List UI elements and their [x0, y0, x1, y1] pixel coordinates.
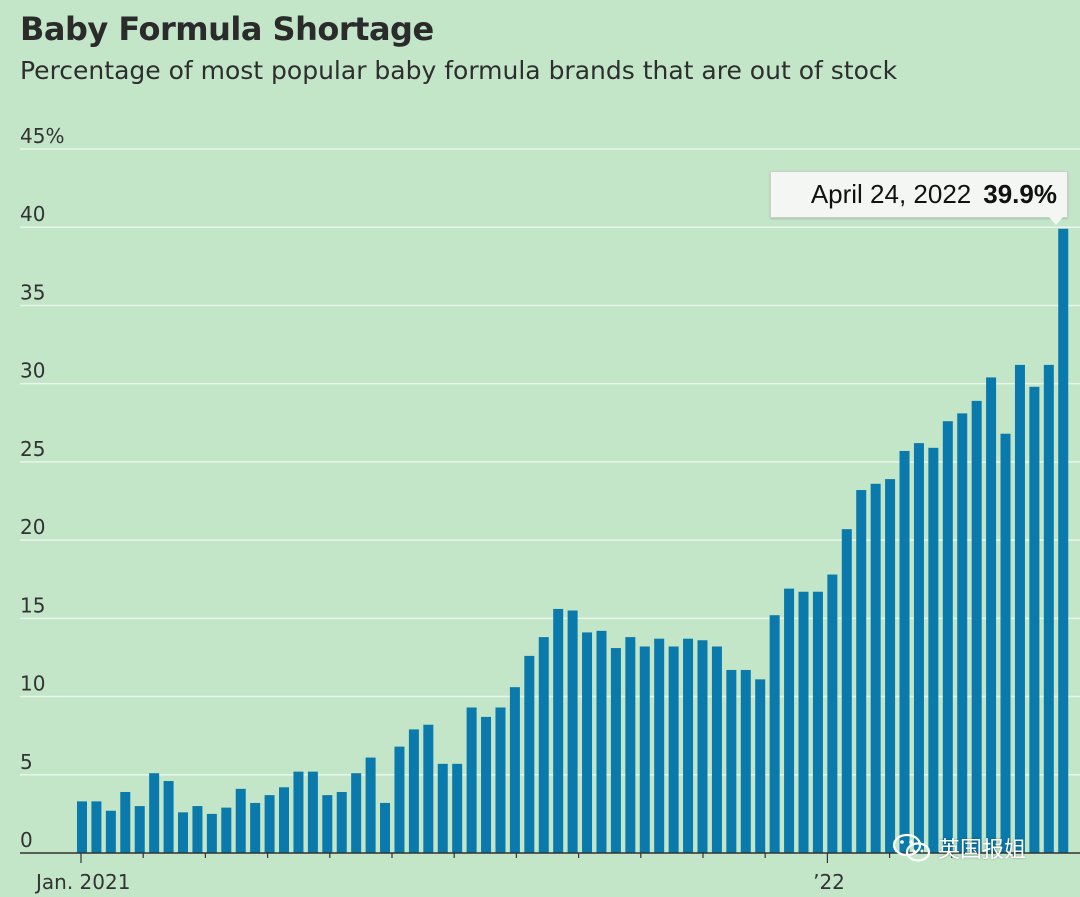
bar	[423, 724, 434, 853]
bar	[913, 443, 924, 853]
bar	[798, 591, 809, 853]
bar	[149, 773, 160, 853]
bar	[582, 632, 593, 853]
y-tick-label: 0	[20, 828, 33, 852]
y-tick-label: 35	[20, 280, 45, 304]
bar	[668, 646, 679, 853]
bar	[654, 638, 665, 853]
bar	[163, 781, 174, 853]
bar	[192, 806, 203, 853]
bar	[971, 400, 982, 853]
bar	[105, 810, 116, 853]
x-tick-label: Jan. 2021	[34, 870, 130, 894]
bar	[206, 813, 217, 853]
bar	[841, 529, 852, 853]
bar	[264, 795, 275, 853]
bar	[596, 630, 607, 853]
bar	[437, 763, 448, 853]
bar	[495, 707, 506, 853]
y-tick-label: 20	[20, 515, 45, 539]
bar	[481, 716, 492, 853]
bar	[1029, 386, 1040, 853]
bar	[639, 646, 650, 853]
bar	[221, 807, 232, 853]
bar	[365, 757, 376, 853]
bar	[812, 591, 823, 853]
watermark: 英国报姐	[892, 832, 1026, 864]
bar	[827, 574, 838, 853]
bar	[1000, 433, 1011, 853]
bar	[322, 795, 333, 853]
bar	[293, 771, 304, 853]
bar	[178, 812, 189, 853]
bar	[394, 746, 405, 853]
y-tick-label: 30	[20, 359, 45, 383]
bar	[899, 450, 910, 853]
bar	[755, 679, 766, 853]
chart-subtitle: Percentage of most popular baby formula …	[20, 56, 898, 85]
bar	[524, 655, 535, 853]
bar	[408, 729, 419, 853]
bar	[986, 377, 997, 853]
annotation-value: 39.9%	[983, 179, 1057, 209]
bar	[567, 610, 578, 853]
bar	[769, 615, 780, 853]
bar	[885, 479, 896, 853]
annotation-date: April 24, 2022	[810, 179, 972, 209]
bar	[1014, 364, 1025, 853]
bar	[509, 687, 520, 853]
bar	[711, 646, 722, 853]
y-tick-label: 25	[20, 437, 45, 461]
bar	[726, 669, 737, 853]
bar	[307, 771, 318, 853]
bar	[235, 788, 246, 853]
bar	[351, 773, 362, 853]
bar	[942, 421, 953, 853]
bar	[697, 640, 708, 853]
wechat-icon	[892, 833, 931, 862]
y-tick-label: 10	[20, 672, 45, 696]
bar	[553, 608, 564, 853]
y-tick-label: 5	[20, 750, 33, 774]
bar	[1043, 364, 1054, 853]
bar	[856, 490, 867, 853]
bar	[870, 483, 881, 853]
bar	[740, 669, 751, 853]
annotation-pointer	[1049, 217, 1063, 225]
y-tick-label: 40	[20, 202, 45, 226]
bar	[134, 806, 145, 853]
bar	[610, 648, 621, 853]
bar	[466, 707, 477, 853]
bar	[957, 413, 968, 853]
bar	[91, 801, 102, 853]
bar	[380, 802, 391, 853]
bar	[1058, 228, 1069, 854]
annotation-tooltip: April 24, 2022 39.9%	[770, 171, 1068, 218]
y-tick-label: 15	[20, 593, 45, 617]
bar	[120, 791, 131, 853]
bar	[538, 637, 549, 853]
bar	[625, 637, 636, 853]
bar	[336, 791, 347, 853]
bar	[784, 588, 795, 853]
bar	[77, 801, 87, 853]
x-tick-label: ’22	[813, 870, 845, 894]
bar	[279, 787, 290, 853]
chart-title: Baby Formula Shortage	[20, 10, 434, 48]
bar	[452, 763, 463, 853]
bar	[683, 638, 694, 853]
bar	[250, 802, 261, 853]
watermark-text: 英国报姐	[938, 838, 1027, 863]
y-tick-label: 45%	[20, 124, 64, 148]
bar	[928, 447, 939, 853]
